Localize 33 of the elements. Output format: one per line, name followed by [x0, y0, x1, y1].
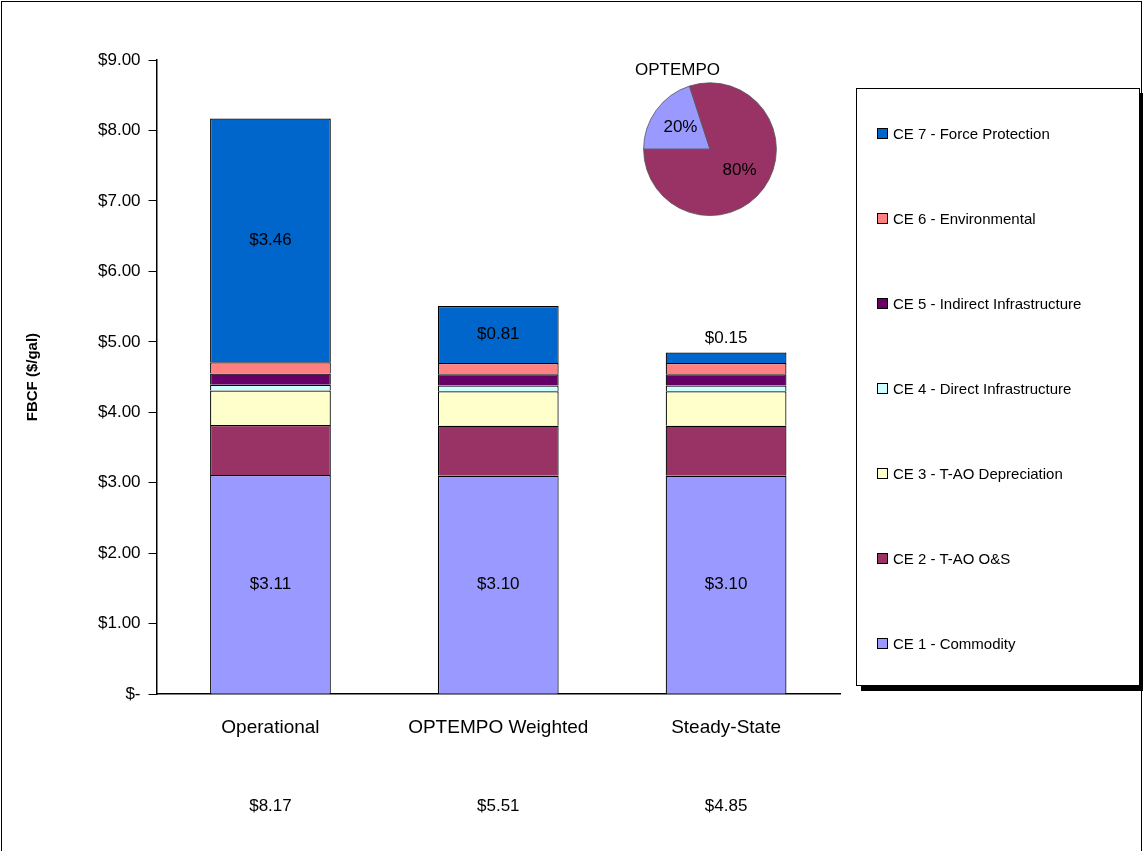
data-label: $3.10: [704, 574, 748, 594]
y-tick-label: $3.00: [97, 472, 141, 492]
y-tick-label: $7.00: [97, 190, 141, 210]
x-tick-label: OPTEMPO Weighted: [408, 715, 589, 737]
legend-label: CE 5 - Indirect Infrastructure: [892, 295, 1082, 312]
data-label: 80%: [722, 160, 757, 180]
y-tick-label: $4.00: [97, 402, 141, 422]
text: $5.51: [477, 795, 520, 815]
x-tick-label: Operational: [221, 715, 320, 737]
y-tick-label: $6.00: [97, 261, 141, 281]
data-label: $0.81: [477, 324, 520, 344]
data-label: 20%: [663, 117, 698, 137]
legend-label: CE 3 - T-AO Depreciation: [892, 465, 1063, 482]
chart-title: OPTEMPO: [635, 59, 721, 79]
text: $8.17: [249, 795, 292, 815]
text: $4.85: [704, 795, 748, 815]
legend-label: CE 4 - Direct Infrastructure: [892, 380, 1072, 397]
y-tick-label: $2.00: [97, 542, 141, 562]
data-label: $0.15: [704, 328, 748, 348]
legend-label: CE 2 - T-AO O&S: [892, 550, 1011, 567]
y-axis-title: FBCF ($/gal): [23, 332, 41, 422]
legend-label: CE 7 - Force Protection: [892, 125, 1050, 142]
legend-label: CE 1 - Commodity: [892, 635, 1016, 652]
data-label: $3.11: [249, 574, 292, 594]
y-tick-label: $5.00: [97, 331, 141, 351]
y-tick-label: $9.00: [97, 49, 141, 69]
legend-label: CE 6 - Environmental: [892, 210, 1036, 227]
data-label: $3.46: [249, 230, 292, 250]
y-tick-label: $8.00: [97, 120, 141, 140]
x-tick-label: Steady-State: [671, 715, 782, 737]
y-tick-label: $-: [125, 683, 141, 703]
data-label: $3.10: [477, 574, 520, 594]
y-tick-label: $1.00: [97, 613, 141, 633]
